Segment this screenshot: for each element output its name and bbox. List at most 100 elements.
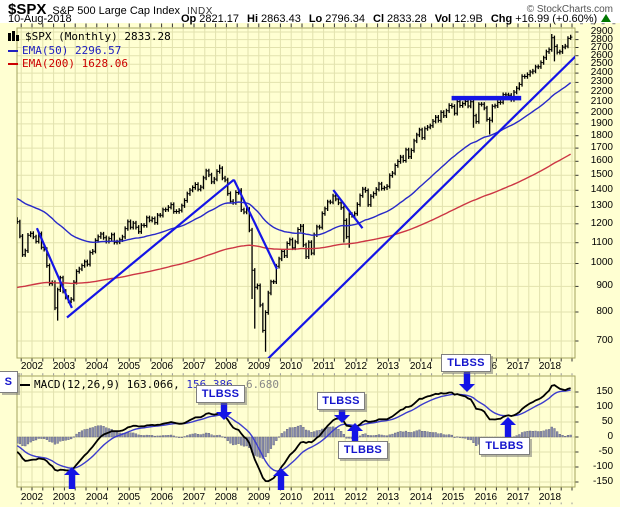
quote-value-lo: 2796.34 <box>325 13 366 25</box>
year-axis-label-bottom: 2010 <box>279 492 303 503</box>
index-name: S&P 500 Large Cap Index <box>52 5 180 17</box>
trendline-annotation <box>332 189 364 229</box>
signal-label-box-tlbss: TLBSS <box>196 385 245 403</box>
year-axis-label: 2004 <box>85 361 109 372</box>
macd-signal-line <box>17 389 571 472</box>
trendline-annotation <box>267 55 575 358</box>
price-axis-tick-label: 1400 <box>590 184 613 195</box>
quote-label-lo: Lo <box>308 13 323 25</box>
macd-legend: MACD(12,26,9) 163.066, 156.386, 6.680 <box>20 378 279 391</box>
year-axis-label-bottom: 2011 <box>313 492 335 503</box>
ema50-line <box>17 82 572 244</box>
price-axis-tick-label: 900 <box>596 280 613 291</box>
main-chart-legend: $SPX (Monthly) 2833.28 <box>8 30 171 44</box>
year-axis-label-bottom: 2016 <box>474 492 498 503</box>
year-axis-label-bottom: 2013 <box>376 492 400 503</box>
quote-label-hi: Hi <box>247 13 259 25</box>
year-axis-label: 2014 <box>409 361 433 372</box>
quote-label-chg: Chg <box>490 13 513 25</box>
year-axis-label-bottom: 2008 <box>214 492 238 503</box>
signal-label-box-tlbss: TLBSS <box>441 354 491 372</box>
ema200-line <box>17 153 572 289</box>
year-axis-label: 2010 <box>279 361 303 372</box>
year-axis-label-bottom: 2002 <box>20 492 44 503</box>
symbol-legend-text: $SPX (Monthly) 2833.28 <box>25 30 171 43</box>
price-axis-tick-label: 2700 <box>590 42 613 53</box>
macd-params: MACD(12,26,9) <box>34 378 121 391</box>
price-axis-tick-label: 1300 <box>590 200 613 211</box>
year-axis-label-bottom: 2017 <box>506 492 530 503</box>
price-axis-tick-label: 1500 <box>590 169 613 180</box>
trendline-annotation <box>35 227 73 309</box>
macd-axis-tick-label: -50 <box>598 446 613 457</box>
quote-label-cl: Cl <box>373 13 385 25</box>
ema50-legend-text: EMA(50) 2296.57 <box>22 44 122 57</box>
price-axis-tick-label: 1900 <box>590 118 613 129</box>
exchange-label: INDX <box>186 6 213 17</box>
price-axis-tick-label: 2600 <box>590 50 613 61</box>
price-axis-tick-label: 2900 <box>590 26 613 37</box>
quote-value-op: 2821.17 <box>199 13 240 25</box>
year-axis-label: 2005 <box>117 361 141 372</box>
year-axis-label: 2012 <box>344 361 368 372</box>
ema200-line-swatch <box>8 63 18 65</box>
year-axis-label: 2002 <box>20 361 44 372</box>
quote-date: 10-Aug-2018 <box>8 13 72 25</box>
signal-arrow-down <box>334 408 350 423</box>
ohlc-quote-values: Op 2821.17 Hi 2863.43 Lo 2796.34 Cl 2833.28 Vol 1… <box>173 13 612 25</box>
ema50-line-swatch <box>8 50 18 52</box>
year-axis-label: 2013 <box>376 361 400 372</box>
signal-arrow-up <box>500 417 516 437</box>
price-axis-tick-label: 1800 <box>590 130 613 141</box>
quote-value-vol: 12.9B <box>454 13 483 25</box>
price-axis-tick-label: 1700 <box>590 142 613 153</box>
ema200-legend-text: EMA(200) 1628.06 <box>22 57 128 70</box>
signal-label-box-tlbss: TLBSS <box>317 392 365 410</box>
macd-axis-tick-label: 0 <box>607 431 613 442</box>
year-axis-label-bottom: 2004 <box>85 492 109 503</box>
price-axis-tick-label: 800 <box>596 306 613 317</box>
quote-label-vol: Vol <box>434 13 452 25</box>
quote-value-hi: 2863.43 <box>261 13 301 25</box>
price-axis-tick-label: 2400 <box>590 67 613 78</box>
ema200-legend: EMA(200) 1628.06 <box>8 57 128 70</box>
price-axis-tick-label: 1000 <box>590 257 613 268</box>
macd-histogram <box>17 425 572 459</box>
macd-value: 163.066, <box>126 378 180 391</box>
price-axis-tick-label: 2300 <box>590 76 613 87</box>
chart-header: $SPX S&P 500 Large Cap Index INDX © StockC… <box>0 0 620 25</box>
quote-value-chg: +16.99 (+0.60%) <box>515 13 598 25</box>
year-axis-label-bottom: 2018 <box>538 492 562 503</box>
year-axis-label-bottom: 2005 <box>117 492 141 503</box>
year-axis-label-bottom: 2012 <box>344 492 368 503</box>
year-axis-label-bottom: 2009 <box>247 492 271 503</box>
year-axis-label: 2017 <box>506 361 530 372</box>
signal-label-box-s: S <box>0 371 18 393</box>
year-axis-label-bottom: 2007 <box>182 492 206 503</box>
signal-label-box-tlbbs: TLBBS <box>479 437 530 455</box>
ema50-legend: EMA(50) 2296.57 <box>8 44 121 57</box>
year-axis-label-bottom: 2015 <box>441 492 465 503</box>
signal-arrow-up <box>64 467 80 489</box>
year-axis-label: 2003 <box>52 361 76 372</box>
year-axis-label-bottom: 2006 <box>150 492 174 503</box>
price-axis-tick-label: 2800 <box>590 34 613 45</box>
title-row: $SPX S&P 500 Large Cap Index INDX <box>8 1 213 19</box>
signal-arrow-up <box>273 468 289 490</box>
year-axis-label-bottom: 2003 <box>52 492 76 503</box>
macd-axis-tick-label: 100 <box>596 401 613 412</box>
price-axis-tick-label: 1200 <box>590 218 613 229</box>
quote-value-cl: 2833.28 <box>387 13 427 25</box>
sharpchart-style-icon <box>8 31 20 44</box>
year-axis-label: 2006 <box>150 361 174 372</box>
year-axis-label: 2009 <box>247 361 271 372</box>
macd-hist-value: 6.680 <box>245 378 280 391</box>
signal-arrow-down <box>216 401 232 420</box>
quote-label-op: Op <box>181 13 197 25</box>
macd-line-swatch <box>20 384 30 386</box>
signal-label-box-tlbbs: TLBBS <box>338 441 388 459</box>
price-axis-tick-label: 2100 <box>590 96 613 107</box>
price-axis-tick-label: 1600 <box>590 155 613 166</box>
